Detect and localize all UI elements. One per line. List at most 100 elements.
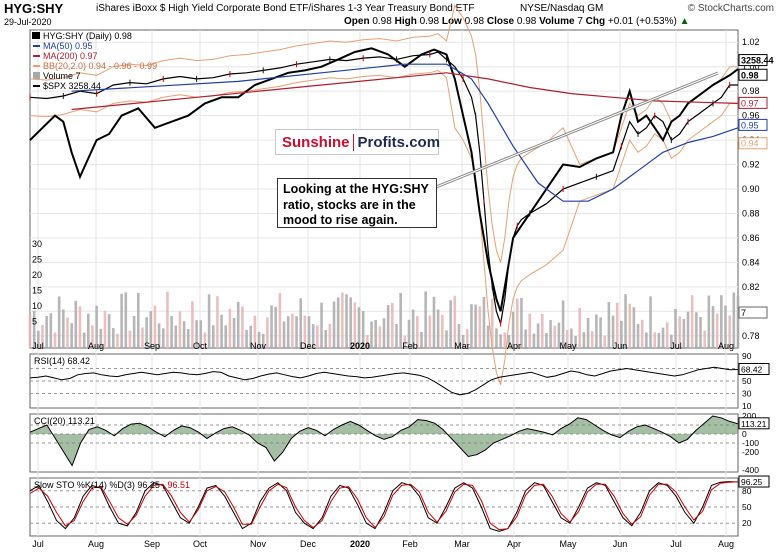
- volume-bar: [62, 309, 65, 348]
- cci-label: CCI(20) 113.21: [34, 416, 95, 426]
- x-tick-label: Aug: [88, 539, 104, 549]
- x-tick-label: Apr: [507, 539, 521, 549]
- volume-bar: [611, 315, 615, 348]
- sto-badge: [738, 475, 770, 488]
- volume-bar: [565, 329, 569, 348]
- volume-bar: [153, 305, 157, 348]
- x-tick-label: Apr: [507, 341, 521, 351]
- volume-bar: [515, 298, 519, 348]
- indicator-tick: 20: [742, 518, 752, 528]
- volume-bar: [695, 312, 698, 348]
- volume-bar: [257, 331, 261, 348]
- volume-bar: [266, 317, 269, 348]
- volume-bar: [49, 313, 53, 348]
- cci-line: [29, 415, 739, 467]
- axis-labels: JulJulAugAugSepSepOctOctNovNovDecDec2020…: [32, 37, 774, 549]
- ma200-line: [71, 72, 739, 111]
- volume-bar: [191, 301, 194, 348]
- volume-bar: [299, 298, 303, 348]
- y-tick-label: 1.02: [742, 37, 760, 47]
- value-badge: [738, 54, 768, 67]
- volume-bar: [441, 314, 444, 348]
- volume-bar: [457, 324, 461, 348]
- value-badge-label: 0.95: [741, 120, 759, 130]
- y-tick-label: 0.98: [742, 86, 760, 96]
- volume-bar: [507, 335, 511, 348]
- volume-bar: [686, 311, 690, 348]
- volume-bar: [378, 326, 382, 348]
- volume-bar: [124, 292, 128, 348]
- sto-line: [29, 481, 739, 532]
- legend-ma50: MA(50) 0.95: [43, 41, 93, 51]
- volume-bar: [261, 333, 265, 348]
- legend-ma200: MA(200) 0.97: [43, 51, 98, 61]
- annotation-callout: Looking at the HYG:SHY ratio, stocks are…: [277, 178, 437, 228]
- volume-bar: [199, 320, 203, 348]
- volume-bar: [103, 310, 107, 348]
- volume-bar: [445, 330, 448, 348]
- volume-bar: [170, 315, 173, 348]
- chart-header: HYG:SHY iShares iBoxx $ High Yield Corpo…: [0, 0, 780, 30]
- x-tick-label: May: [559, 539, 577, 549]
- volume-bar: [270, 305, 273, 348]
- legend-price-icon: [32, 32, 40, 39]
- volume-bar: [661, 327, 665, 348]
- x-tick-label: Dec: [300, 539, 317, 549]
- volume-bar: [590, 331, 594, 348]
- volume-bar: [482, 296, 486, 348]
- volume-bar: [207, 294, 211, 348]
- volume-bar: [328, 323, 332, 348]
- volume-bar: [699, 317, 702, 348]
- volume-axis-label: 5: [32, 317, 37, 327]
- x-tick-label: 2020: [350, 341, 370, 351]
- volume-bar: [366, 334, 369, 348]
- chart-symbol: HYG:SHY: [4, 1, 64, 16]
- rsi-badge-label: 68.42: [741, 364, 763, 374]
- volume-bar: [370, 321, 373, 348]
- legend: HYG:SHY (Daily) 0.98 MA(50) 0.95 MA(200)…: [32, 31, 157, 91]
- y-tick-label: 0.88: [742, 208, 760, 218]
- indicator-tick: 50: [742, 376, 752, 386]
- volume-bar: [399, 292, 402, 348]
- volume-bar: [186, 329, 190, 348]
- volume-bar: [524, 329, 527, 348]
- volume-bar: [665, 322, 669, 348]
- volume-bar: [95, 305, 98, 348]
- x-tick-label: Aug: [88, 341, 104, 351]
- cci-badge-label: 113.21: [741, 419, 767, 429]
- volume-bar: [224, 325, 228, 348]
- volume-bar: [37, 330, 40, 348]
- volume-bar: [236, 301, 240, 348]
- volume-bar: [553, 325, 557, 348]
- volume-bar: [66, 317, 69, 348]
- value-badge: [738, 118, 768, 131]
- volume-bar: [561, 300, 565, 348]
- volume-bar: [41, 325, 44, 348]
- volume-bar: [470, 304, 473, 348]
- volume-bar: [195, 320, 198, 348]
- volume-bar: [253, 315, 257, 348]
- volume-bar: [520, 298, 523, 348]
- legend-price: HYG:SHY (Daily) 0.98: [43, 31, 132, 41]
- volume-bar: [499, 334, 502, 348]
- volume-bar: [528, 313, 532, 348]
- volume-bar: [465, 329, 469, 348]
- x-tick-label: Jul: [670, 341, 682, 351]
- x-tick-label: Oct: [193, 341, 208, 351]
- volume-bar: [57, 296, 61, 348]
- volume-bar: [220, 314, 223, 348]
- volume-axis-label: 10: [32, 301, 42, 311]
- volume-bar: [132, 316, 136, 348]
- x-tick-label: Mar: [454, 341, 470, 351]
- volume-bar: [607, 301, 611, 348]
- volume-bar: [578, 307, 582, 348]
- volume-bar: [732, 292, 736, 348]
- indicator-tick: 200: [742, 411, 756, 421]
- x-tick-label: Aug: [718, 539, 734, 549]
- value-badge-label: 3258.44: [741, 56, 774, 66]
- indicator-tick: 50: [742, 502, 752, 512]
- volume-bar: [211, 325, 215, 348]
- volume-bar: [657, 332, 661, 348]
- rsi-badge: [738, 362, 770, 375]
- y-tick-label: 0.84: [742, 257, 760, 267]
